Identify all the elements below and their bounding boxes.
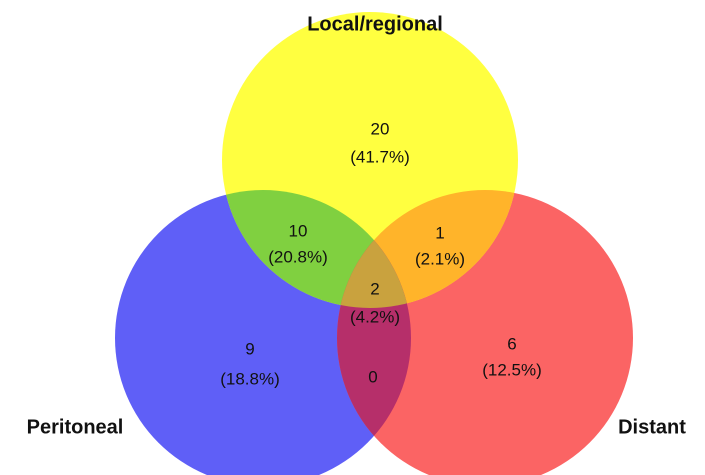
region-percent: (4.2%) [350,307,400,326]
local-distant-overlap [337,190,518,308]
region-count: 10 [289,221,308,240]
region-percent: (41.7%) [350,147,410,166]
region-percent: (2.1%) [415,249,465,268]
region-count: 2 [370,279,379,298]
local-peritoneal-overlap [222,190,411,308]
region-percent: (12.5%) [482,360,542,379]
region-percent: (20.8%) [268,247,328,266]
region-count: 6 [507,334,516,353]
region-percent: (18.8%) [220,369,280,388]
region-count: 1 [435,223,444,242]
set-label: Local/regional [307,13,443,35]
region-count: 9 [245,339,254,358]
region-count: 20 [371,119,390,138]
set-label: Distant [618,416,686,438]
set-label: Peritoneal [27,416,124,438]
region-count: 0 [368,367,377,386]
